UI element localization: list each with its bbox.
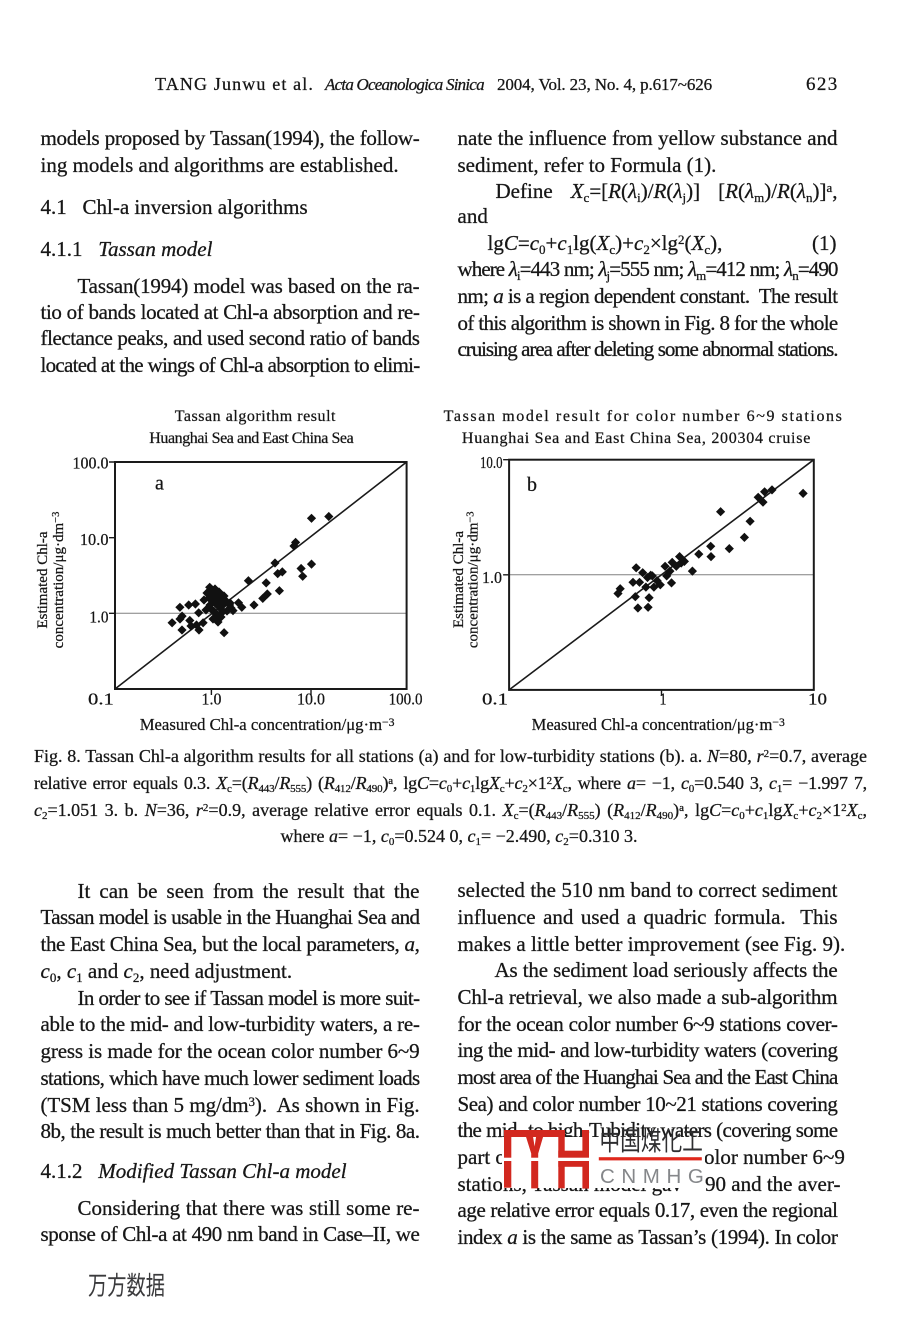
- svg-text:0.1: 0.1: [482, 689, 508, 708]
- svg-text:10: 10: [808, 689, 827, 708]
- svg-text:Measured Chl-a concentration/μ: Measured Chl-a concentration/μg·m−3: [532, 715, 785, 734]
- svg-text:1: 1: [660, 689, 667, 708]
- svg-text:Tassan algorithm result: Tassan algorithm result: [175, 408, 336, 425]
- svg-text:10.0: 10.0: [480, 453, 503, 472]
- svg-text:a: a: [155, 473, 164, 495]
- svg-text:Huanghai Sea and East China Se: Huanghai Sea and East China Sea, 200304 …: [462, 430, 810, 447]
- svg-text:Estimated Chl-a: Estimated Chl-a: [451, 531, 467, 628]
- svg-text:10.0: 10.0: [297, 689, 325, 708]
- svg-text:Estimated Chl-a: Estimated Chl-a: [35, 531, 51, 628]
- svg-text:1.0: 1.0: [202, 689, 222, 708]
- svg-text:Huanghai Sea and East China Se: Huanghai Sea and East China Sea: [149, 430, 353, 447]
- svg-text:100.0: 100.0: [389, 689, 423, 708]
- svg-text:concentration/μg·dm−3: concentration/μg·dm−3: [51, 512, 67, 649]
- svg-text:0.1: 0.1: [88, 689, 114, 708]
- svg-text:1.0: 1.0: [482, 568, 502, 587]
- svg-text:Measured Chl-a concentration/μ: Measured Chl-a concentration/μg·m−3: [140, 715, 395, 734]
- svg-text:10.0: 10.0: [80, 530, 109, 549]
- svg-text:Tassan model result for color: Tassan model result for color number 6~9…: [444, 408, 842, 425]
- svg-text:100.0: 100.0: [73, 454, 109, 473]
- svg-text:1.0: 1.0: [89, 608, 108, 627]
- svg-text:concentration/μg·dm−3: concentration/μg·dm−3: [466, 511, 482, 648]
- svg-text:b: b: [527, 474, 537, 496]
